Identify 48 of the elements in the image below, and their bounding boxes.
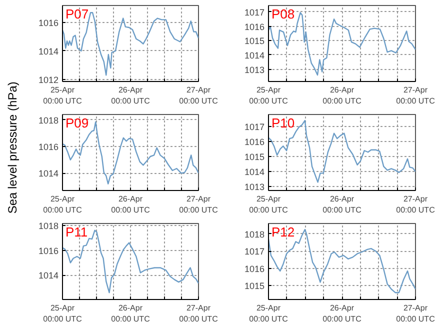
annotation: P12: [272, 224, 295, 240]
y-axis-title: Sea level pressure (hPa): [6, 82, 20, 214]
annotation: P07: [66, 6, 89, 22]
y-tick-label: 1014: [38, 168, 59, 179]
y-tick-label: 1015: [244, 281, 265, 292]
y-tick-label: 1016: [244, 137, 265, 148]
y-tick-label: 1013: [244, 182, 265, 192]
y-tick-label: 1017: [244, 122, 265, 132]
y-tick-label: 1016: [38, 18, 59, 28]
y-tick-label: 1017: [244, 7, 265, 18]
x-tick-label: 26-Apr 00:00 UTC: [111, 304, 150, 324]
x-tick-label: 27-Apr 00:00 UTC: [179, 304, 218, 324]
y-tick-label: 1016: [244, 264, 265, 274]
y-tick-label: 1012: [38, 74, 59, 85]
x-tick-label: 25-Apr 00:00 UTC: [249, 304, 288, 324]
x-tick-label: 25-Apr 00:00 UTC: [43, 194, 82, 214]
y-tick-label: 1016: [38, 142, 59, 152]
x-tick-label: 25-Apr 00:00 UTC: [43, 86, 82, 106]
x-tick-label: 25-Apr 00:00 UTC: [249, 194, 288, 214]
y-tick-label: 1016: [244, 22, 265, 32]
y-tick-label: 1018: [244, 229, 265, 240]
y-tick-label: 1014: [38, 270, 59, 281]
x-tick-label: 26-Apr 00:00 UTC: [111, 194, 150, 214]
y-tick-label: 1014: [38, 46, 59, 56]
y-tick-label: 1014: [244, 50, 265, 60]
y-tick-label: 1013: [244, 64, 265, 75]
annotation: P10: [272, 116, 295, 130]
y-tick-label: 1015: [244, 152, 265, 162]
annotation: P11: [66, 224, 88, 240]
y-tick-label: 1016: [38, 246, 59, 256]
x-tick-label: 27-Apr 00:00 UTC: [179, 194, 218, 214]
y-tick-label: 1017: [244, 246, 265, 257]
y-tick-label: 1014: [244, 167, 265, 178]
y-tick-label: 1015: [244, 36, 265, 46]
y-tick-label: 1018: [38, 115, 59, 126]
x-tick-label: 26-Apr 00:00 UTC: [111, 86, 150, 106]
annotation: P08: [272, 6, 295, 22]
x-tick-label: 27-Apr 00:00 UTC: [396, 86, 435, 106]
x-tick-label: 25-Apr 00:00 UTC: [43, 304, 82, 324]
x-tick-label: 26-Apr 00:00 UTC: [322, 86, 362, 106]
x-tick-label: 26-Apr 00:00 UTC: [322, 304, 362, 324]
x-tick-label: 27-Apr 00:00 UTC: [179, 86, 218, 106]
x-tick-label: 25-Apr 00:00 UTC: [249, 86, 288, 106]
x-tick-label: 26-Apr 00:00 UTC: [322, 194, 362, 214]
y-tick-label: 1018: [38, 220, 59, 231]
annotation: P09: [66, 116, 89, 130]
x-tick-label: 27-Apr 00:00 UTC: [396, 304, 435, 324]
x-tick-label: 27-Apr 00:00 UTC: [396, 194, 435, 214]
